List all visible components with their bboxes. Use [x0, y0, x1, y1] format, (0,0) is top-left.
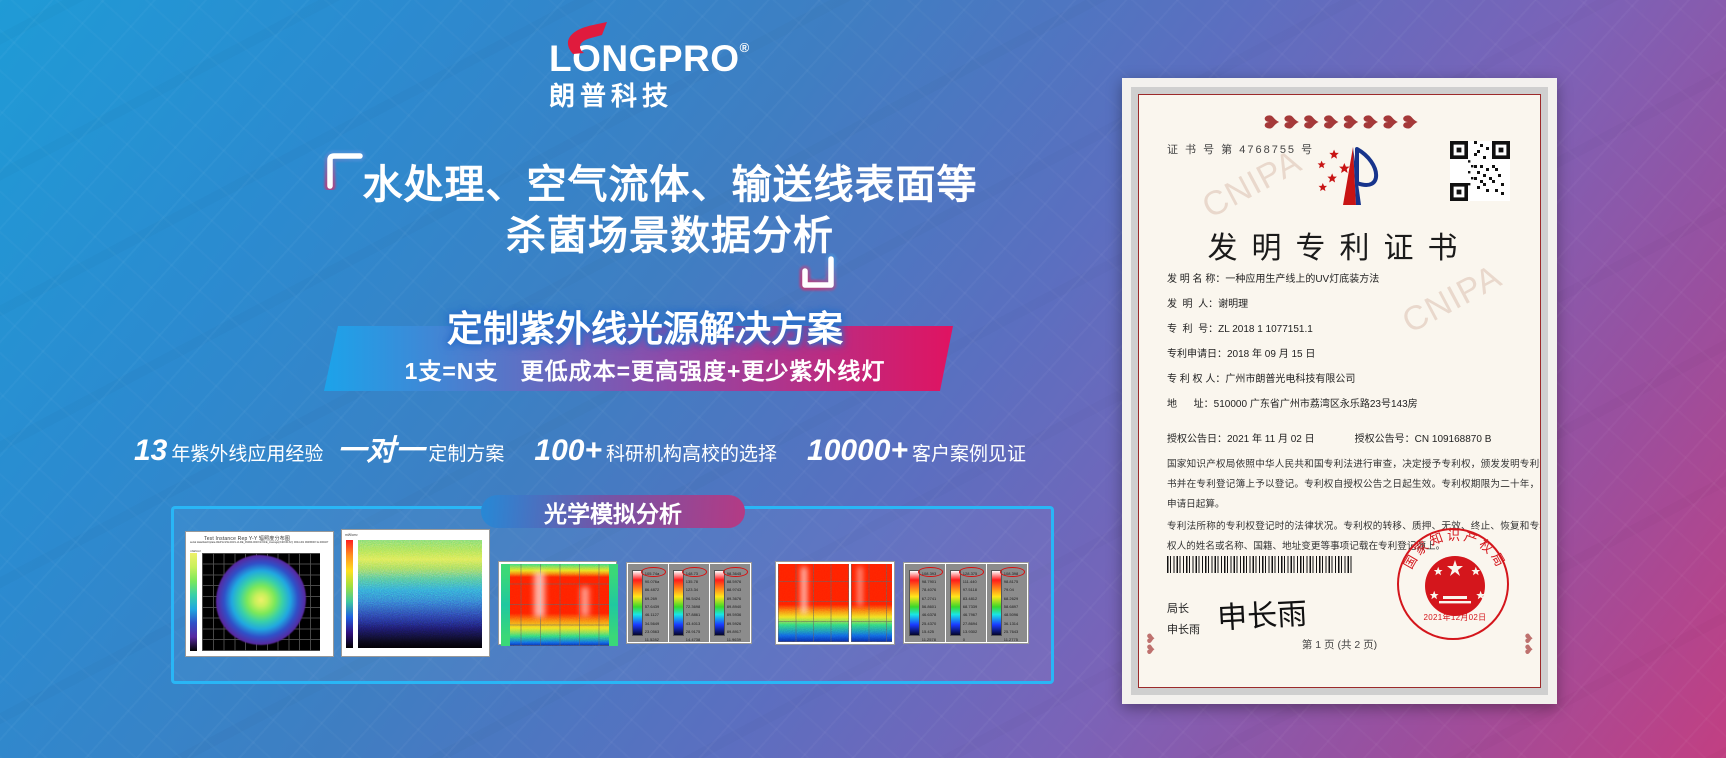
svg-text:2021年12月02日: 2021年12月02日 [1424, 612, 1487, 622]
